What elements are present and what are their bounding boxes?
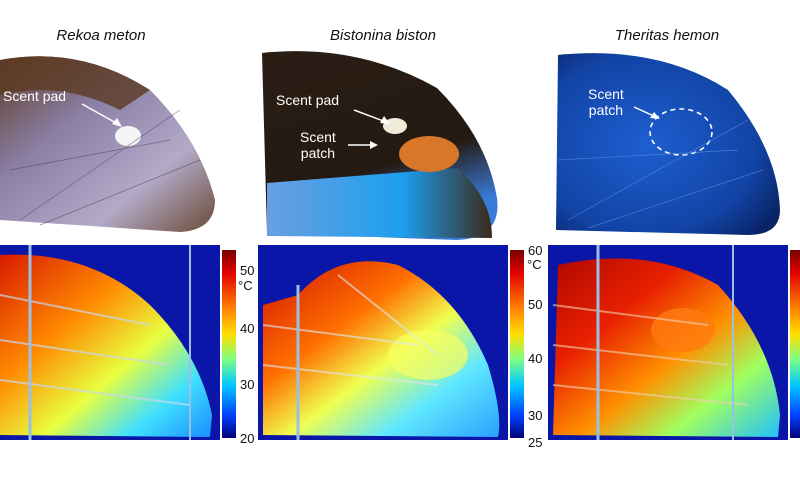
colorbar-2-tick: 40 — [528, 351, 543, 366]
photo-rekoa-wing — [0, 50, 225, 235]
arrow-icon — [353, 109, 390, 124]
colorbar-1-unit: °C — [238, 278, 253, 293]
species-title-theritas: Theritas hemon — [614, 27, 720, 44]
colorbar-2 — [510, 250, 524, 438]
scent-pad-label-rekoa: Scent pad — [3, 88, 67, 104]
photo-theritas-wing — [548, 50, 783, 235]
colorbar-2-tick: 25 — [528, 435, 543, 450]
thermal-image-rekoa — [0, 245, 220, 440]
colorbar-3-partial — [790, 250, 800, 438]
colorbar-1 — [222, 250, 236, 438]
colorbar-2-tick: 50 — [528, 297, 543, 312]
thermal-image-bistonina — [258, 245, 508, 440]
photo-bistonina-wing — [257, 48, 507, 243]
arrow-icon — [348, 141, 378, 149]
colorbar-1-tick: 30 — [240, 377, 255, 392]
colorbar-2-tick: 30 — [528, 408, 543, 423]
scent-patch-label-bistonina: Scent patch — [300, 129, 336, 161]
colorbar-1-tick: 20 — [240, 431, 255, 446]
arrow-icon — [633, 106, 660, 119]
scent-pad-label-bistonina: Scent pad — [276, 92, 340, 108]
colorbar-2-tick: 60 — [528, 243, 543, 258]
colorbar-2-unit: °C — [527, 257, 542, 272]
species-title-bistonina: Bistonina biston — [330, 27, 436, 44]
thermal-image-theritas — [548, 245, 788, 440]
species-title-rekoa: Rekoa meton — [56, 27, 146, 44]
colorbar-1-tick: 50 — [240, 263, 255, 278]
scent-patch-label-theritas: Scent patch — [588, 86, 624, 118]
colorbar-1-tick: 40 — [240, 321, 255, 336]
arrow-icon — [81, 103, 122, 127]
